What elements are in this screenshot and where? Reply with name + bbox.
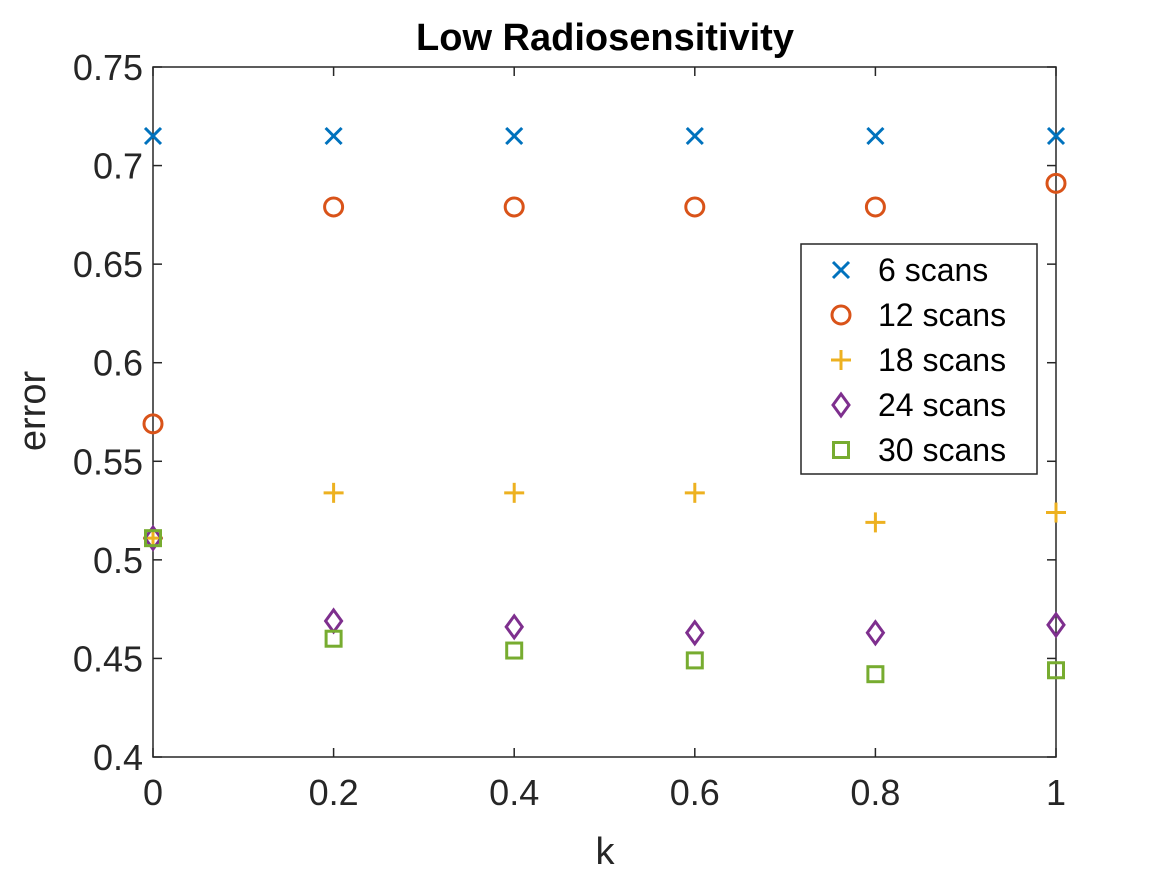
y-tick-label: 0.4 [93, 737, 143, 778]
plot-frame [152, 66, 1057, 758]
legend-marker [831, 350, 851, 370]
data-point [1045, 172, 1067, 194]
legend-label: 12 scans [878, 297, 1006, 333]
x-tick-label: 0.2 [309, 772, 359, 813]
data-point [685, 126, 704, 146]
series-24-scans [143, 524, 1066, 647]
legend-label: 18 scans [878, 342, 1006, 378]
y-tick-label: 0.65 [73, 244, 143, 285]
x-axis-label: k [596, 831, 616, 873]
y-tick-label: 0.7 [93, 146, 143, 187]
legend-item: 12 scans [830, 297, 1006, 333]
x-tick-label: 0.8 [850, 772, 900, 813]
chart-title: Low Radiosensitivity [416, 17, 794, 59]
legend-item: 30 scans [832, 432, 1006, 468]
legend-item: 6 scans [831, 252, 988, 288]
legend-item: 24 scans [831, 387, 1006, 423]
data-point [142, 413, 164, 435]
data-point [504, 613, 525, 641]
x-tick-label: 1 [1046, 772, 1066, 813]
y-axis-label: error [12, 371, 54, 452]
data-point [324, 126, 343, 146]
data-point [143, 524, 163, 552]
data-point [504, 482, 525, 503]
y-tick-label: 0.5 [93, 540, 143, 581]
data-point [1046, 126, 1066, 146]
y-tick-label: 0.6 [93, 343, 143, 384]
y-tick-label: 0.55 [73, 441, 143, 482]
data-point [866, 665, 885, 684]
ticks: 0 0.2 0.4 0.6 0.8 1 0.4 0.45 0.5 0.55 0.6 0.65 0.7 0.… [73, 47, 1066, 813]
y-tick-label: 0.75 [73, 47, 143, 88]
data-point [865, 619, 886, 647]
legend-marker [830, 304, 852, 326]
x-tick-label: 0 [143, 772, 163, 813]
legend-label: 30 scans [878, 432, 1006, 468]
y-tick-label: 0.45 [73, 638, 143, 679]
axes [152, 66, 1057, 758]
legend-item: 18 scans [831, 342, 1006, 378]
legend-label: 24 scans [878, 387, 1006, 423]
legend-marker [832, 441, 850, 459]
data-point [1047, 661, 1065, 680]
data-point [323, 196, 345, 218]
data-point [505, 126, 524, 146]
data-point [1046, 502, 1066, 523]
series-30-scans [144, 529, 1065, 684]
data-point [866, 126, 885, 146]
data-point [684, 196, 706, 218]
data-point [685, 651, 704, 670]
series-6-scans [143, 126, 1066, 146]
data-point [684, 482, 705, 503]
data-point [144, 529, 162, 548]
data-point [864, 196, 886, 218]
data-point [503, 196, 525, 218]
legend-label: 6 scans [878, 252, 988, 288]
data-point [865, 512, 886, 533]
x-tick-label: 0.6 [670, 772, 720, 813]
data-point [323, 482, 344, 503]
legend-marker [831, 391, 851, 419]
data-point [143, 126, 163, 146]
legend-marker [831, 260, 851, 280]
series-12-scans [142, 172, 1067, 435]
data-point [324, 629, 343, 648]
data-point [684, 619, 705, 647]
legend: 6 scans 12 scans 18 scans 24 scans 30 scans [800, 243, 1038, 475]
x-tick-label: 0.4 [489, 772, 539, 813]
data-point [505, 641, 524, 660]
data-point [1046, 611, 1066, 639]
data-points [142, 126, 1067, 684]
